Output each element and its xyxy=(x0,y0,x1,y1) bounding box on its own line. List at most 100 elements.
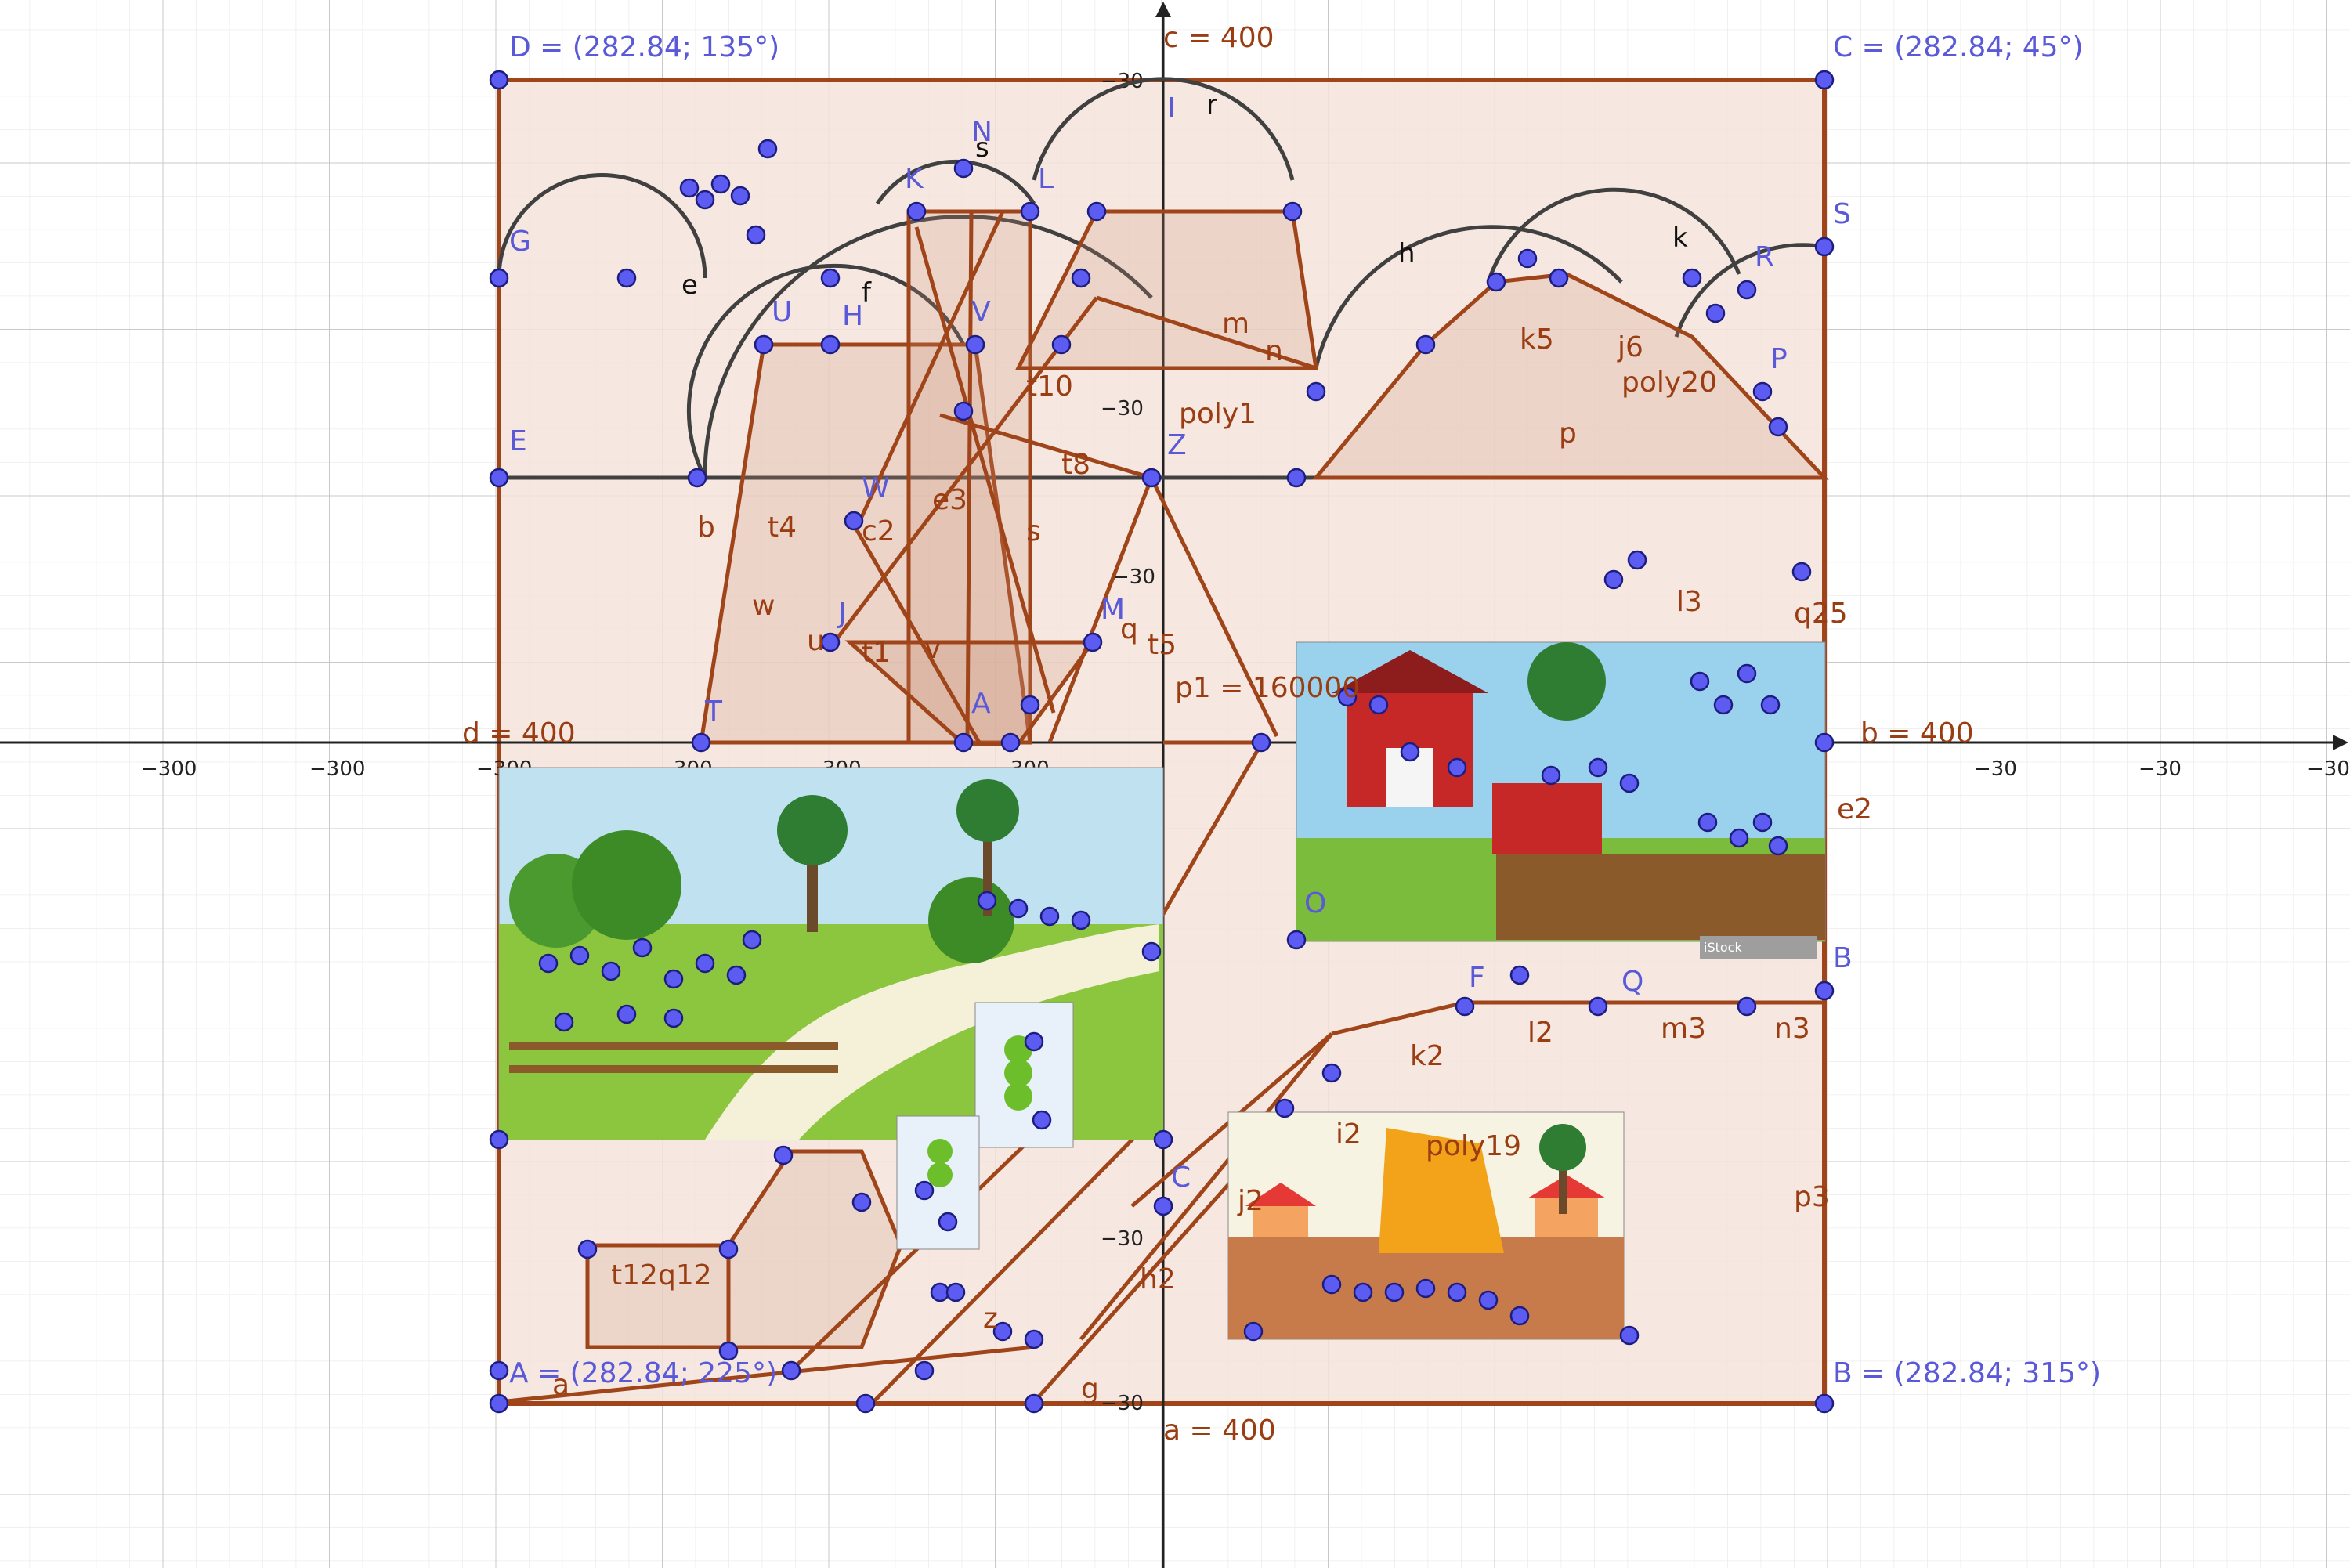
svg-text:M: M xyxy=(1101,594,1125,626)
x-tick: −30 xyxy=(1974,757,2017,781)
svg-text:l3: l3 xyxy=(1676,586,1702,618)
svg-text:e3: e3 xyxy=(932,484,967,516)
x-axis-arrow-icon xyxy=(2333,735,2348,750)
svg-text:k2: k2 xyxy=(1410,1040,1444,1072)
svg-text:J: J xyxy=(837,598,847,630)
label-poly1: poly1 xyxy=(1179,398,1256,430)
label-point-D: D = (282.84; 135°) xyxy=(509,31,779,63)
svg-text:j6: j6 xyxy=(1617,331,1643,363)
y-tick: −30 xyxy=(1101,1227,1144,1251)
svg-text:H: H xyxy=(842,300,863,332)
svg-text:a: a xyxy=(552,1369,569,1401)
svg-text:q: q xyxy=(1120,613,1138,645)
svg-text:j2: j2 xyxy=(1237,1185,1264,1217)
svg-text:S: S xyxy=(1833,198,1851,230)
svg-text:C: C xyxy=(1171,1162,1191,1194)
svg-text:i2: i2 xyxy=(1336,1118,1361,1151)
svg-text:b: b xyxy=(697,511,715,544)
svg-text:W: W xyxy=(862,472,890,504)
svg-text:A: A xyxy=(971,688,991,720)
svg-text:p: p xyxy=(1559,417,1577,450)
svg-text:F: F xyxy=(1469,962,1485,994)
arcs xyxy=(497,77,1825,480)
svg-text:t1: t1 xyxy=(862,637,891,669)
label-point-A: A = (282.84; 225°) xyxy=(509,1357,777,1389)
svg-text:p3: p3 xyxy=(1794,1181,1830,1213)
svg-text:q25: q25 xyxy=(1794,598,1848,630)
x-tick: −30 xyxy=(2307,757,2350,781)
svg-text:s: s xyxy=(1026,515,1041,547)
svg-text:P: P xyxy=(1770,343,1788,375)
svg-text:T: T xyxy=(704,695,723,728)
svg-text:z: z xyxy=(983,1302,998,1335)
caterpillar-image-2[interactable] xyxy=(896,1115,980,1250)
svg-text:G: G xyxy=(509,226,531,258)
farm-barn-illustration[interactable]: iStock xyxy=(1296,641,1826,959)
svg-text:w: w xyxy=(752,590,775,622)
svg-text:t8: t8 xyxy=(1061,449,1090,481)
x-tick: −300 xyxy=(141,757,197,781)
label-s: s xyxy=(975,132,989,164)
svg-text:O: O xyxy=(1304,887,1326,919)
svg-text:I: I xyxy=(1167,92,1176,125)
label-p1: p1 = 160000 xyxy=(1175,672,1360,704)
svg-text:m3: m3 xyxy=(1661,1013,1706,1045)
label-point-C: C = (282.84; 45°) xyxy=(1833,31,2084,63)
x-tick: −30 xyxy=(2138,757,2182,781)
point-C[interactable] xyxy=(1814,70,1835,90)
svg-text:Q: Q xyxy=(1622,966,1643,998)
y-tick: −30 xyxy=(1101,397,1144,421)
segment-label-c: c = 400 xyxy=(1163,22,1274,54)
svg-text:n: n xyxy=(1265,335,1283,367)
label-e: e xyxy=(682,269,698,301)
y-tick: −30 xyxy=(1112,565,1155,589)
svg-text:h2: h2 xyxy=(1140,1263,1176,1295)
svg-text:V: V xyxy=(971,296,991,328)
svg-text:m: m xyxy=(1222,308,1249,340)
segment-label-b: b = 400 xyxy=(1860,717,1974,750)
y-axis-arrow-icon xyxy=(1155,2,1171,17)
label-poly19: poly19 xyxy=(1426,1130,1521,1162)
point-label-scatter: G E U H K N L V J W M Z T A S F O P R Q … xyxy=(509,92,1853,1194)
point-B[interactable] xyxy=(1814,1393,1835,1414)
label-k: k xyxy=(1672,222,1688,254)
svg-text:N: N xyxy=(971,116,992,148)
label-f: f xyxy=(862,277,872,309)
svg-text:K: K xyxy=(905,163,924,195)
svg-text:t12: t12 xyxy=(611,1259,658,1292)
svg-text:E: E xyxy=(509,425,527,457)
segment-label-a: a = 400 xyxy=(1163,1414,1276,1447)
x-tick: −300 xyxy=(309,757,365,781)
boat-village-painting[interactable] xyxy=(1227,1111,1625,1340)
istock-caption: iStock xyxy=(1704,940,1742,955)
label-h: h xyxy=(1398,238,1415,269)
svg-text:e2: e2 xyxy=(1837,793,1872,826)
svg-text:g: g xyxy=(1081,1373,1099,1405)
svg-text:t4: t4 xyxy=(768,511,797,544)
segment-label-scatter: b t4 w c2 e3 s j6 k5 m n p t10 t8 t5 t1 … xyxy=(552,308,1872,1405)
label-poly20: poly20 xyxy=(1622,367,1717,399)
svg-text:u: u xyxy=(807,625,825,657)
point-clusters[interactable] xyxy=(489,70,1835,1414)
svg-text:L: L xyxy=(1038,163,1054,195)
y-tick: −30 xyxy=(1101,1392,1144,1415)
svg-text:c2: c2 xyxy=(862,515,895,547)
svg-text:t5: t5 xyxy=(1148,629,1177,661)
label-point-B: B = (282.84; 315°) xyxy=(1833,1357,2101,1389)
svg-text:k5: k5 xyxy=(1520,323,1554,356)
caterpillar-image-1[interactable] xyxy=(974,1002,1074,1148)
svg-text:R: R xyxy=(1755,241,1774,273)
svg-text:l2: l2 xyxy=(1528,1017,1553,1049)
segment-label-d: d = 400 xyxy=(462,717,576,750)
point-A[interactable] xyxy=(489,1393,509,1414)
svg-text:t10: t10 xyxy=(1026,370,1073,403)
dense-point-groups[interactable] xyxy=(538,139,1788,1326)
svg-text:B: B xyxy=(1833,942,1853,974)
svg-text:n3: n3 xyxy=(1774,1013,1810,1045)
point-D[interactable] xyxy=(489,70,509,90)
svg-text:U: U xyxy=(772,296,792,328)
upper-polygons[interactable] xyxy=(699,209,1829,746)
svg-text:Z: Z xyxy=(1167,429,1187,461)
river-landscape-painting[interactable] xyxy=(498,767,1164,1140)
